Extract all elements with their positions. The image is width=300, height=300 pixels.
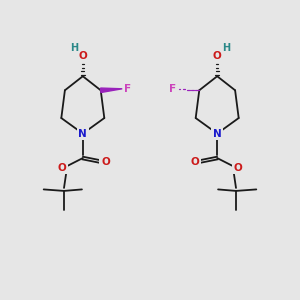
Text: O: O (101, 157, 110, 166)
Text: H: H (222, 43, 230, 52)
Text: N: N (213, 129, 222, 139)
Text: O: O (58, 163, 67, 172)
Text: F: F (169, 84, 176, 94)
Text: O: O (78, 51, 87, 61)
Text: N: N (78, 129, 87, 139)
Text: F: F (124, 84, 131, 94)
Text: H: H (70, 43, 78, 52)
Text: O: O (213, 51, 222, 61)
Polygon shape (100, 88, 122, 92)
Text: O: O (233, 163, 242, 172)
Text: O: O (190, 157, 199, 166)
